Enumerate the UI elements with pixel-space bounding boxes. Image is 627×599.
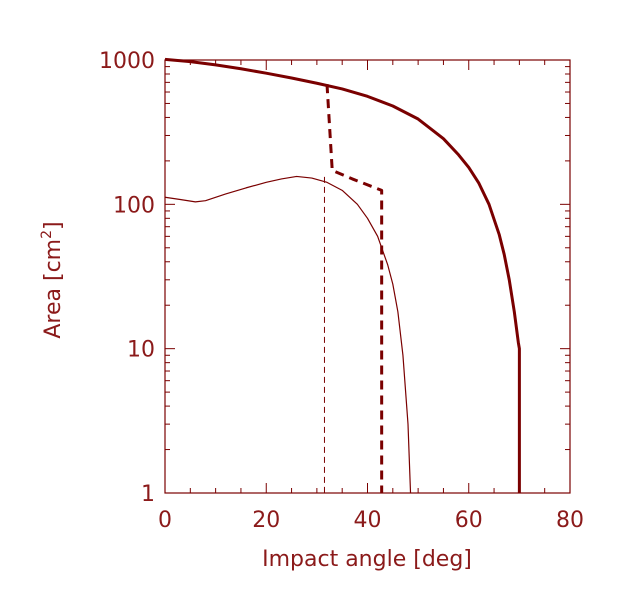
y-tick-label: 1000	[99, 49, 155, 74]
y-axis-label-close: ]	[41, 221, 66, 230]
series-line-thick-dashed	[325, 84, 384, 493]
y-axis-label-superscript: 2	[39, 230, 55, 239]
x-tick-label: 0	[158, 508, 172, 533]
x-tick-label: 20	[252, 508, 280, 533]
y-tick-label: 10	[127, 338, 155, 363]
axis-ticks	[164, 59, 571, 494]
y-tick-label: 100	[113, 193, 155, 218]
x-tick-label: 40	[354, 508, 382, 533]
x-tick-label: 60	[455, 508, 483, 533]
y-tick-label: 1	[141, 482, 155, 507]
x-axis-label: Impact angle [deg]	[262, 547, 472, 572]
series-line-thin-solid	[164, 175, 412, 494]
series-line-thick-solid	[164, 57, 521, 493]
y-axis-label-main: Area [cm	[41, 239, 66, 339]
tick-labels: 0 20 40 60 80 1 10 100 1000	[99, 49, 584, 533]
y-axis-label: Area [cm2]	[39, 221, 66, 338]
x-tick-label: 80	[556, 508, 584, 533]
plot-area	[164, 57, 571, 494]
